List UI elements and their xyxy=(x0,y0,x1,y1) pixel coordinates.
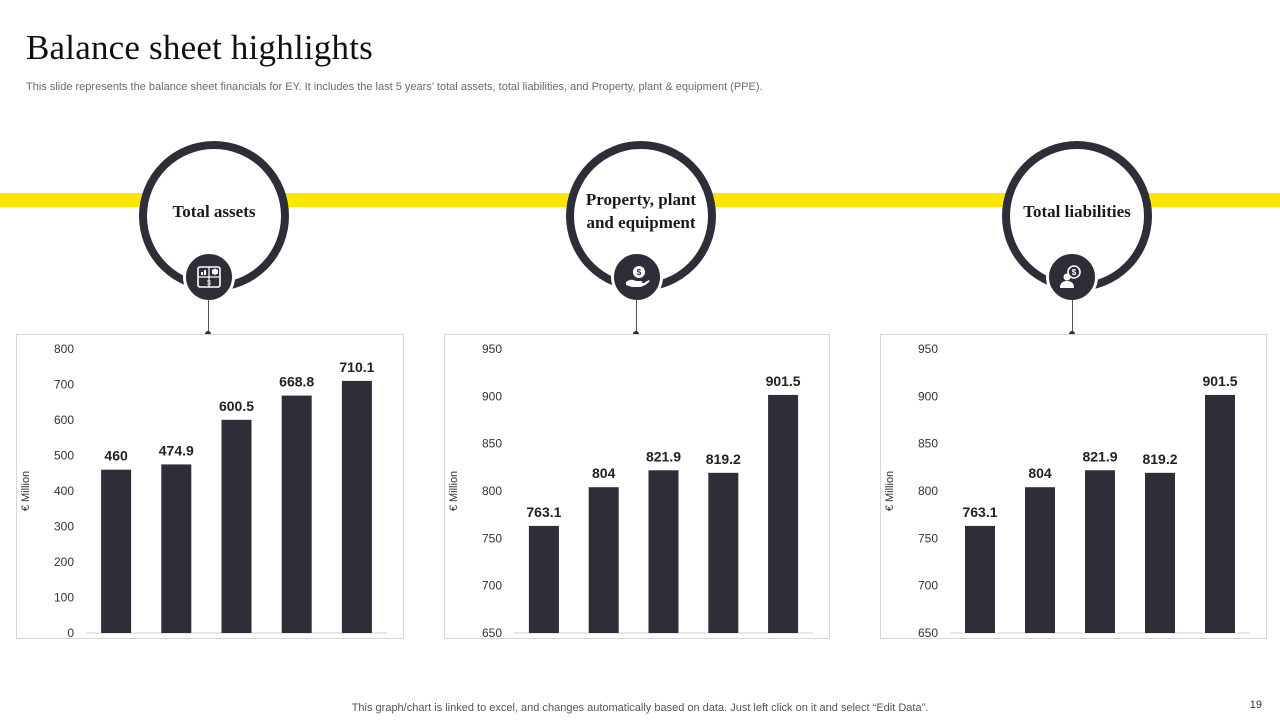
page-subtitle: This slide represents the balance sheet … xyxy=(26,81,763,93)
y-tick-label: 800 xyxy=(54,342,74,356)
y-tick-label: 400 xyxy=(54,484,74,498)
bar-value-label: 819.2 xyxy=(1142,451,1177,467)
connector-line-3 xyxy=(1072,300,1073,332)
y-axis-label: € Million xyxy=(884,471,896,511)
bar-2019 xyxy=(161,464,192,633)
ring-label-ppe: Property, plant and equipment xyxy=(585,190,697,232)
y-tick-label: 850 xyxy=(918,437,938,451)
bar-value-label: 804 xyxy=(592,465,616,481)
bar-value-label: 668.8 xyxy=(279,374,314,390)
footer-note: This graph/chart is linked to excel, and… xyxy=(351,702,929,714)
bar-2021 xyxy=(281,395,312,633)
y-tick-label: 750 xyxy=(918,531,938,545)
y-tick-label: 650 xyxy=(918,626,938,638)
person-dollar-icon: $ xyxy=(1046,251,1098,303)
page-title: Balance sheet highlights xyxy=(26,28,373,67)
y-tick-label: 950 xyxy=(918,342,938,356)
bar-2018 xyxy=(965,525,995,633)
bar-value-label: 600.5 xyxy=(219,398,254,414)
svg-text:$: $ xyxy=(637,268,642,277)
bar-value-label: 821.9 xyxy=(1082,448,1117,464)
bar-2022 xyxy=(768,394,799,633)
page-number: 19 xyxy=(1249,699,1262,711)
bar-value-label: 460 xyxy=(104,448,128,464)
y-tick-label: 700 xyxy=(918,579,938,593)
y-tick-label: 700 xyxy=(54,378,74,392)
bar-2022 xyxy=(341,380,372,633)
bar-value-label: 901.5 xyxy=(766,373,801,389)
bar-2022 xyxy=(1205,394,1235,633)
bar-value-label: 804 xyxy=(1028,465,1052,481)
y-tick-label: 800 xyxy=(918,484,938,498)
y-tick-label: 750 xyxy=(482,531,502,545)
y-axis-label: € Million xyxy=(20,471,32,511)
y-tick-label: 300 xyxy=(54,520,74,534)
y-tick-label: 650 xyxy=(482,626,502,638)
y-tick-label: 100 xyxy=(54,591,74,605)
y-axis-label: € Million xyxy=(448,471,460,511)
ring-label-total-liabilities: Total liabilities xyxy=(1023,201,1131,221)
y-tick-label: 850 xyxy=(482,437,502,451)
y-tick-label: 800 xyxy=(482,484,502,498)
svg-text:$: $ xyxy=(1072,268,1077,277)
y-tick-label: 700 xyxy=(482,579,502,593)
money-hand-icon: $ xyxy=(611,251,663,303)
y-tick-label: 950 xyxy=(482,342,502,356)
bar-2019 xyxy=(1025,487,1055,633)
bar-2019 xyxy=(588,487,619,633)
bar-value-label: 710.1 xyxy=(339,359,374,375)
bar-2020 xyxy=(648,470,679,633)
bar-value-label: 474.9 xyxy=(159,442,194,458)
connector-line-2 xyxy=(636,300,637,332)
bar-value-label: 763.1 xyxy=(526,504,561,520)
bar-2021 xyxy=(708,472,739,633)
y-tick-label: 0 xyxy=(67,626,74,638)
y-tick-label: 500 xyxy=(54,449,74,463)
y-tick-label: 200 xyxy=(54,555,74,569)
bar-2018 xyxy=(101,469,132,633)
bar-value-label: 819.2 xyxy=(706,451,741,467)
bar-value-label: 901.5 xyxy=(1202,373,1237,389)
y-tick-label: 900 xyxy=(918,389,938,403)
y-tick-label: 600 xyxy=(54,413,74,427)
bar-2020 xyxy=(221,419,252,633)
bar-2018 xyxy=(528,525,559,633)
bar-2020 xyxy=(1085,470,1115,633)
y-tick-label: 900 xyxy=(482,389,502,403)
ring-label-total-assets: Total assets xyxy=(172,201,256,221)
bar-2021 xyxy=(1145,472,1175,633)
connector-line-1 xyxy=(208,300,209,332)
bar-value-label: 821.9 xyxy=(646,448,681,464)
assets-chart-icon: $ xyxy=(183,251,235,303)
bar-value-label: 763.1 xyxy=(962,504,997,520)
svg-text:$: $ xyxy=(207,280,211,287)
